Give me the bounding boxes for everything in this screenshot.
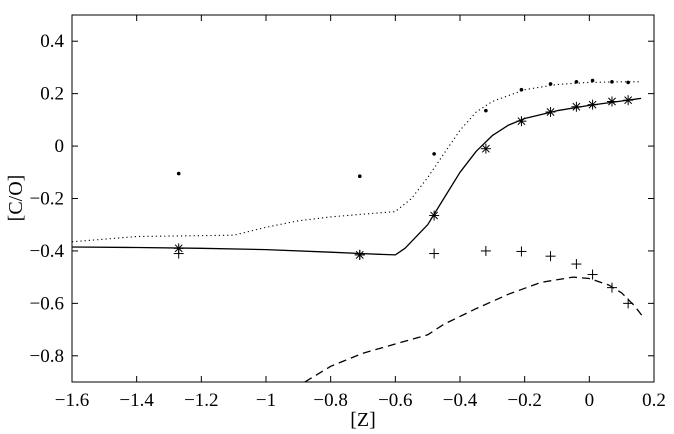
x-tick-label: 0 — [585, 390, 595, 411]
data-point-dot — [590, 78, 595, 83]
data-point-dot — [610, 80, 614, 84]
data-point-dot — [574, 80, 579, 84]
data-point-asterisk — [480, 143, 491, 154]
y-tick-label: 0.2 — [40, 84, 64, 105]
plot-area — [71, 14, 655, 383]
data-point-asterisk — [623, 95, 634, 106]
data-point-asterisk — [429, 210, 440, 221]
data-point-asterisk — [545, 106, 556, 117]
y-tick-label: −0.4 — [30, 241, 65, 262]
y-tick-label: 0.4 — [40, 31, 64, 52]
data-point-dot — [626, 80, 630, 85]
data-point-dot — [519, 87, 524, 92]
data-point-plus — [587, 269, 598, 280]
x-tick-label: −1.2 — [184, 390, 218, 411]
y-tick-label: −0.2 — [30, 189, 64, 210]
data-point-asterisk — [571, 101, 582, 112]
data-point-dot — [176, 171, 181, 176]
x-tick-label: −1 — [256, 390, 276, 411]
data-point-dot — [484, 108, 488, 113]
data-point-plus — [516, 246, 527, 257]
data-point-plus — [354, 249, 365, 260]
x-tick-label: −0.2 — [507, 390, 541, 411]
data-point-plus — [173, 248, 184, 259]
data-point-plus — [623, 298, 634, 309]
x-tick-label: −0.4 — [443, 390, 478, 411]
x-axis-title: [Z] — [350, 409, 376, 431]
data-point-dot — [357, 174, 362, 179]
data-point-plus — [480, 245, 491, 256]
x-tick-label: −0.8 — [313, 390, 347, 411]
data-point-plus — [545, 251, 556, 262]
marker-layer — [173, 78, 634, 309]
x-tick-label: −1.4 — [119, 390, 154, 411]
series-line-dashed — [304, 276, 644, 382]
y-tick-label: −0.8 — [30, 346, 64, 367]
x-tick-label: −1.6 — [55, 390, 89, 411]
y-axis-title: [C/O] — [5, 175, 27, 222]
data-point-dot — [548, 82, 553, 86]
y-tick-label: 0 — [55, 136, 65, 157]
data-point-asterisk — [606, 96, 617, 107]
data-point-plus — [606, 282, 617, 293]
data-point-asterisk — [587, 99, 598, 110]
y-axis: 0.4 0.2 0 −0.2 −0.4 −0.6 −0.8 — [30, 31, 654, 367]
data-point-asterisk — [516, 116, 527, 127]
x-axis: −1.6 −1.4 −1.2 −1 −0.8 −0.6 −0.4 −0.2 0 0.2 — [55, 15, 666, 411]
data-point-plus — [429, 248, 440, 259]
data-point-dot — [432, 152, 436, 156]
data-point-plus — [571, 259, 582, 270]
x-tick-label: −0.6 — [378, 390, 412, 411]
x-tick-label: 0.2 — [642, 390, 666, 411]
y-tick-label: −0.6 — [30, 293, 64, 314]
